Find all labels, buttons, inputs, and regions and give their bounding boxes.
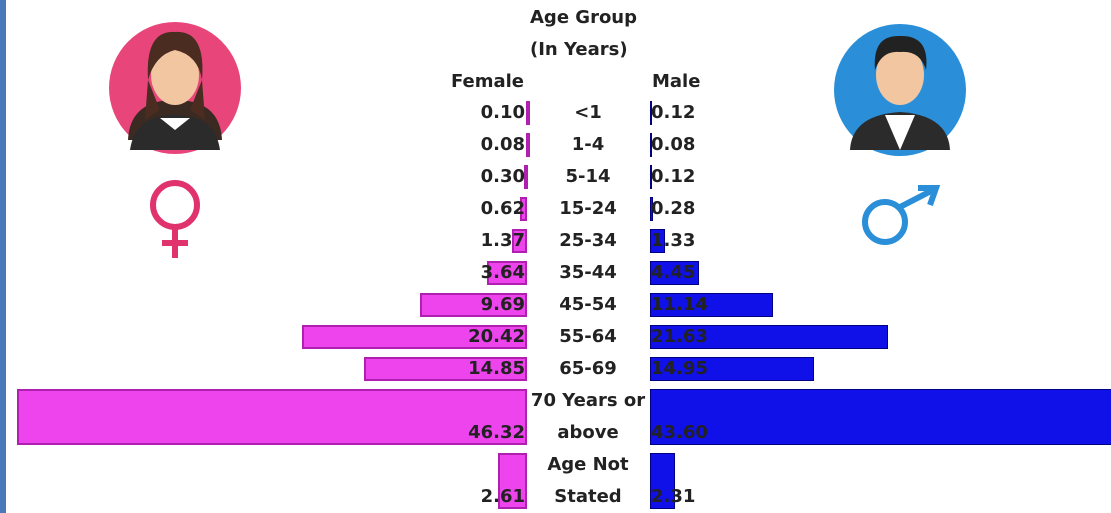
- female-bar: [511, 229, 527, 253]
- female-bar: [420, 293, 527, 317]
- category-label: 25-34: [559, 230, 617, 251]
- category-label: 15-24: [559, 198, 617, 219]
- male-symbol: [862, 185, 941, 245]
- category-label: 65-69: [559, 358, 617, 379]
- female-bar: [363, 357, 527, 381]
- male-bar: [650, 261, 699, 285]
- category-label: 35-44: [559, 262, 617, 283]
- male-bar: [650, 197, 654, 221]
- value-label: 20.42: [468, 326, 525, 347]
- value-label: 0.28: [651, 198, 696, 219]
- value-label: 14.95: [651, 358, 708, 379]
- value-label: 0.12: [651, 166, 696, 187]
- category-label: Age Not Stated: [547, 454, 629, 507]
- value-label: 1.33: [651, 230, 696, 251]
- category-header: Age Group (In Years): [530, 7, 638, 60]
- value-label: 46.32: [468, 422, 525, 443]
- male-bar: [650, 453, 676, 509]
- value-label: 4.45: [651, 262, 696, 283]
- value-label: 2.61: [480, 486, 525, 507]
- value-label: 0.30: [480, 166, 525, 187]
- category-label: 5-14: [565, 166, 611, 187]
- female-bar: [523, 165, 528, 189]
- category-label: 70 Years or above: [530, 390, 646, 443]
- female-bar: [498, 453, 527, 509]
- value-label: 3.64: [480, 262, 525, 283]
- legend-male: Male: [652, 71, 701, 92]
- female-symbol: [150, 180, 200, 258]
- female-bar: [17, 389, 527, 445]
- female-avatar: [109, 22, 241, 154]
- male-bar: [650, 389, 1111, 445]
- left-border: [0, 0, 6, 513]
- category-label: 45-54: [559, 294, 617, 315]
- value-label: 14.85: [468, 358, 525, 379]
- value-label: 0.10: [480, 102, 525, 123]
- value-label: 11.14: [651, 294, 708, 315]
- value-label: 43.60: [651, 422, 708, 443]
- male-bar: [650, 293, 773, 317]
- category-label: 1-4: [571, 134, 605, 155]
- female-bar: [520, 197, 527, 221]
- value-label: 21.63: [651, 326, 708, 347]
- category-label: 55-64: [559, 326, 617, 347]
- female-bar: [302, 325, 527, 349]
- male-bar: [650, 101, 652, 125]
- male-bar: [650, 229, 665, 253]
- male-avatar: [834, 24, 966, 156]
- value-label: 0.62: [480, 198, 525, 219]
- female-bar: [525, 101, 530, 125]
- value-label: 2.31: [651, 486, 696, 507]
- value-label: 1.37: [480, 230, 525, 251]
- male-bar: [650, 165, 652, 189]
- value-label: 0.12: [651, 102, 696, 123]
- value-label: 0.08: [480, 134, 525, 155]
- value-label: 9.69: [480, 294, 525, 315]
- male-bar: [650, 357, 815, 381]
- female-bar: [486, 261, 527, 285]
- male-bar: [650, 133, 652, 157]
- value-label: 0.08: [651, 134, 696, 155]
- legend-female: Female: [450, 71, 524, 92]
- female-bar: [526, 133, 531, 157]
- male-bar: [650, 325, 888, 349]
- category-label: <1: [574, 102, 602, 123]
